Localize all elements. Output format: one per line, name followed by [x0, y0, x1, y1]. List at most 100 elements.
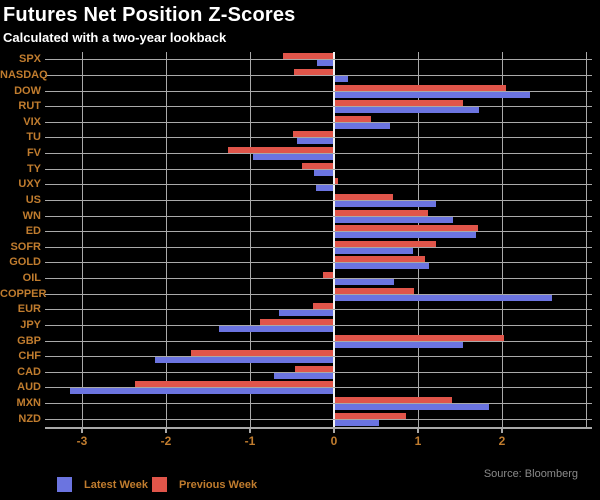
row-gridline	[45, 153, 592, 155]
category-label: VIX	[23, 115, 41, 128]
row-gridline	[45, 106, 592, 108]
bar-latest-week-copper	[335, 294, 553, 301]
row-gridline	[45, 403, 592, 405]
category-label: WN	[22, 209, 41, 222]
vertical-gridline	[250, 52, 251, 427]
bar-latest-week-ed	[335, 232, 476, 239]
category-label: GOLD	[9, 256, 41, 269]
row-gridline	[45, 59, 592, 61]
bar-previous-week-jpy	[260, 318, 333, 325]
bar-previous-week-chf	[191, 350, 333, 357]
source-credit: Source: Bloomberg	[483, 468, 578, 480]
category-label: COPPER	[0, 287, 47, 300]
row-gridline	[45, 418, 592, 420]
bar-latest-week-vix	[335, 122, 391, 129]
vertical-gridline	[82, 52, 83, 427]
category-label: NASDAQ	[0, 68, 48, 81]
x-axis-tick	[501, 429, 503, 433]
legend-swatch-previous-week	[152, 477, 167, 492]
x-tick-label: -1	[244, 434, 256, 448]
row-gridline	[45, 309, 592, 311]
legend: Latest Week Previous Week	[0, 476, 600, 494]
category-label: NZD	[18, 412, 41, 425]
category-label: AUD	[17, 381, 41, 394]
category-label: MXN	[16, 397, 41, 410]
bar-previous-week-cad	[295, 365, 333, 372]
row-gridline	[45, 74, 592, 76]
category-label: EUR	[17, 303, 41, 316]
x-axis-tick	[165, 429, 167, 433]
row-gridline	[45, 387, 592, 389]
category-label: CHF	[18, 350, 41, 363]
row-gridline	[45, 231, 592, 233]
row-gridline	[45, 246, 592, 248]
bar-latest-week-cad	[273, 372, 333, 379]
x-axis-line	[45, 427, 592, 429]
bar-previous-week-gbp	[335, 334, 504, 341]
bar-previous-week-mxn	[335, 397, 453, 404]
row-gridline	[45, 340, 592, 342]
bar-latest-week-tu	[297, 138, 333, 145]
bar-previous-week-fv	[228, 147, 333, 154]
row-gridline	[45, 262, 592, 264]
bar-previous-week-tu	[292, 131, 333, 138]
category-label: TU	[26, 131, 41, 144]
bar-previous-week-dow	[335, 84, 507, 91]
category-label: SPX	[18, 53, 41, 66]
vertical-gridline	[418, 52, 419, 427]
bar-previous-week-spx	[282, 53, 333, 60]
bar-latest-week-rut	[335, 107, 480, 114]
category-label: GBP	[17, 334, 41, 347]
row-gridline	[45, 199, 592, 201]
row-gridline	[45, 184, 592, 186]
legend-swatch-latest-week	[57, 477, 72, 492]
x-axis-tick	[417, 429, 419, 433]
bar-latest-week-nasdaq	[335, 75, 349, 82]
bar-previous-week-wn	[335, 209, 429, 216]
bar-previous-week-ty	[302, 162, 333, 169]
bar-latest-week-uxy	[315, 185, 333, 192]
row-gridline	[45, 324, 592, 326]
bar-latest-week-spx	[317, 60, 333, 67]
bar-latest-week-gold	[335, 263, 429, 270]
bar-latest-week-sofr	[335, 247, 413, 254]
bar-previous-week-nzd	[335, 412, 407, 419]
bar-latest-week-chf	[155, 357, 333, 364]
vertical-gridline	[586, 52, 587, 427]
bar-previous-week-ed	[335, 225, 478, 232]
row-gridline	[45, 356, 592, 358]
x-axis-tick	[81, 429, 83, 433]
bar-previous-week-nasdaq	[293, 68, 333, 75]
bar-previous-week-us	[335, 193, 393, 200]
vertical-gridline	[502, 52, 503, 427]
x-tick-label: -2	[160, 434, 172, 448]
category-label: UXY	[18, 178, 41, 191]
x-tick-label: -3	[76, 434, 88, 448]
legend-label-latest-week: Latest Week	[84, 479, 148, 491]
bar-latest-week-gbp	[335, 341, 464, 348]
row-gridline	[45, 371, 592, 373]
row-gridline	[45, 137, 592, 139]
bar-latest-week-nzd	[335, 419, 380, 426]
bar-previous-week-oil	[323, 272, 333, 279]
category-label: ED	[25, 225, 41, 238]
bar-previous-week-vix	[335, 115, 371, 122]
category-label: TY	[26, 162, 41, 175]
bar-previous-week-eur	[313, 303, 333, 310]
row-gridline	[45, 215, 592, 217]
category-label: OIL	[22, 272, 41, 285]
category-label: CAD	[17, 365, 41, 378]
x-axis-tick	[249, 429, 251, 433]
bar-latest-week-fv	[252, 154, 333, 161]
bar-latest-week-jpy	[218, 325, 333, 332]
legend-label-previous-week: Previous Week	[179, 479, 258, 491]
row-gridline	[45, 90, 592, 92]
bar-previous-week-copper	[335, 287, 414, 294]
x-axis-tick	[333, 429, 335, 433]
category-label: FV	[26, 147, 41, 160]
chart-title: Futures Net Position Z-Scores	[3, 4, 296, 26]
vertical-gridline	[166, 52, 167, 427]
row-gridline	[45, 293, 592, 295]
